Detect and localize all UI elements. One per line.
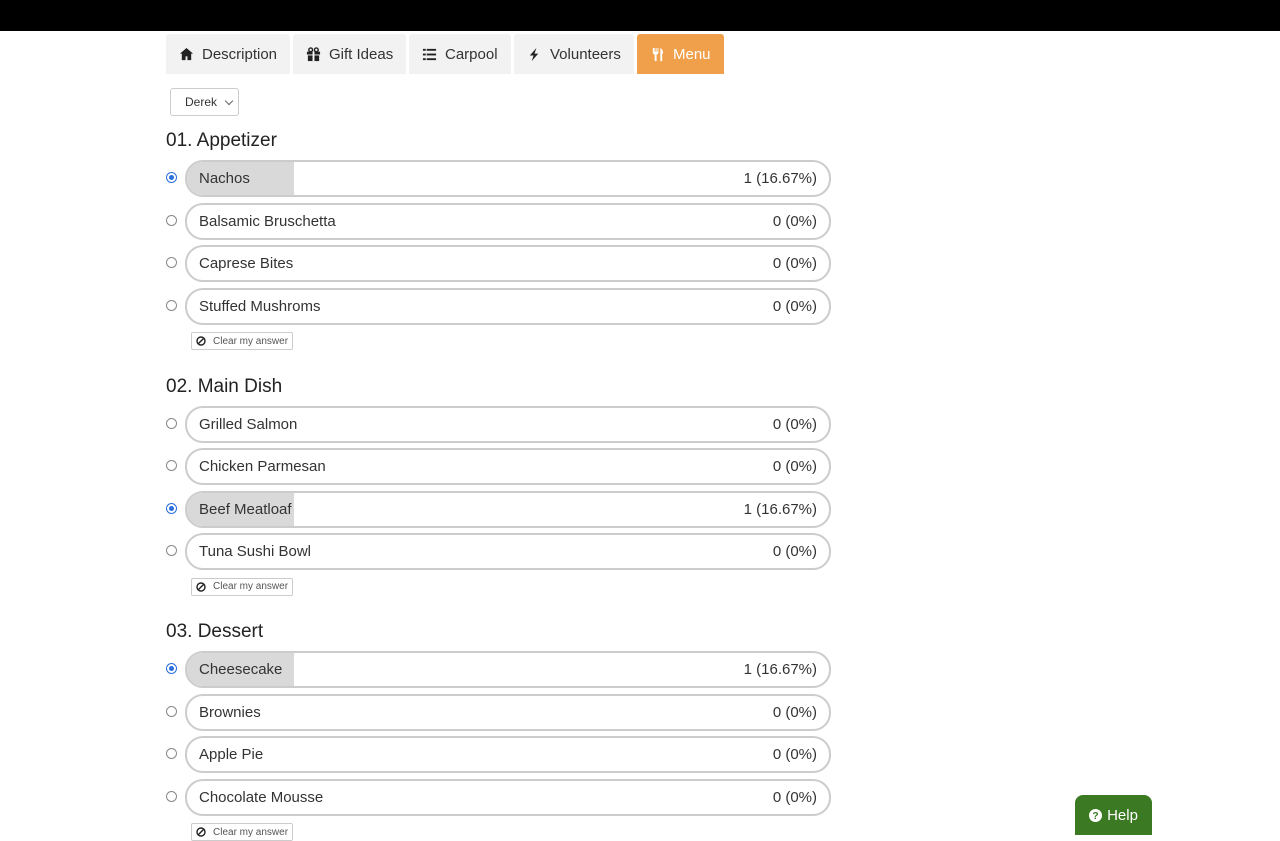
radio[interactable] [166, 172, 177, 183]
option-row[interactable]: Cheesecake 1 (16.67%) [185, 651, 831, 688]
option-row[interactable]: Brownies 0 (0%) [185, 693, 831, 731]
option-label: Apple Pie [199, 746, 264, 763]
option-label: Balsamic Bruschetta [199, 212, 336, 230]
radio[interactable] [166, 748, 177, 759]
option-row[interactable]: Caprese Bites 0 (0%) [185, 245, 831, 282]
tab-icon [422, 48, 437, 60]
clear-icon [196, 581, 206, 592]
radio[interactable] [166, 790, 177, 802]
clear-answer-button[interactable]: Clear my answer [191, 577, 293, 596]
option-label: Tuna Sushi Bowl [199, 543, 312, 560]
user-select[interactable]: Derek [170, 88, 239, 116]
clear-answer-button[interactable]: Clear my answer [191, 332, 293, 350]
option-label: Brownies [199, 703, 261, 721]
option-label: Grilled Salmon [199, 415, 298, 433]
section-title: 01. Appetizer [166, 130, 277, 151]
option-label: Chocolate Mousse [199, 788, 324, 806]
option-result: 0 (0%) [772, 415, 817, 433]
radio[interactable] [166, 705, 177, 717]
option-row[interactable]: Grilled Salmon 0 (0%) [185, 405, 831, 443]
clear-icon [196, 336, 206, 346]
clear-label: Clear my answer [213, 335, 289, 347]
tab-label: Volunteers [550, 45, 621, 63]
option-result: 0 (0%) [772, 297, 817, 315]
option-result: 1 (16.67%) [743, 500, 817, 518]
option-label: Beef Meatloaf [199, 500, 292, 518]
radio[interactable] [166, 299, 177, 311]
clear-icon [196, 827, 206, 837]
option-result: 0 (0%) [772, 212, 817, 230]
option-row[interactable]: Stuffed Mushroms 0 (0%) [185, 287, 831, 325]
option-row[interactable]: Beef Meatloaf 1 (16.67%) [185, 490, 831, 528]
section-title: 02. Main Dish [166, 375, 283, 397]
option-label: Stuffed Mushroms [199, 297, 321, 315]
radio[interactable] [166, 545, 177, 556]
top-bar [0, 0, 1280, 31]
tab-label: Gift Ideas [329, 45, 394, 63]
option-result: 0 (0%) [772, 255, 817, 272]
clear-answer-button[interactable]: Clear my answer [191, 823, 293, 841]
option-result: 0 (0%) [772, 543, 817, 560]
tab[interactable]: Description [166, 34, 291, 74]
tab[interactable]: Gift Ideas [293, 34, 407, 74]
tab-label: Carpool [445, 45, 498, 63]
tab[interactable]: Volunteers [514, 34, 634, 74]
result-fill [187, 653, 295, 686]
section-title: 03. Dessert [166, 621, 264, 642]
radio[interactable] [166, 663, 177, 674]
radio[interactable] [166, 417, 177, 429]
tab-label: Description [202, 45, 278, 63]
option-row[interactable]: Apple Pie 0 (0%) [185, 736, 831, 773]
tab-icon [652, 47, 664, 61]
help-icon: ? [1089, 808, 1103, 822]
option-result: 0 (0%) [772, 788, 817, 806]
tab-icon [306, 46, 321, 61]
option-result: 0 (0%) [772, 703, 817, 721]
tab[interactable]: Carpool [409, 34, 511, 74]
option-label: Caprese Bites [199, 255, 294, 272]
radio[interactable] [166, 257, 177, 268]
result-fill [187, 162, 295, 195]
radio[interactable] [166, 460, 177, 471]
option-row[interactable]: Chocolate Mousse 0 (0%) [185, 778, 831, 816]
tab[interactable]: Menu [637, 34, 724, 74]
option-label: Cheesecake [199, 661, 283, 678]
tab-label: Menu [673, 45, 711, 63]
clear-label: Clear my answer [213, 826, 289, 838]
option-result: 1 (16.67%) [743, 661, 817, 678]
option-result: 0 (0%) [772, 746, 817, 763]
tab-icon [529, 47, 539, 61]
radio[interactable] [166, 502, 177, 514]
option-label: Chicken Parmesan [199, 458, 326, 475]
clear-label: Clear my answer [213, 581, 289, 592]
svg-text:?: ? [1092, 811, 1098, 822]
help-label: Help [1107, 806, 1138, 824]
option-row[interactable]: Nachos 1 (16.67%) [185, 160, 831, 197]
option-row[interactable]: Tuna Sushi Bowl 0 (0%) [185, 533, 831, 570]
option-label: Nachos [199, 170, 250, 187]
help-button[interactable]: ? Help [1075, 795, 1152, 835]
option-result: 0 (0%) [772, 458, 817, 475]
radio[interactable] [166, 214, 177, 226]
result-fill [187, 492, 295, 526]
tab-icon [179, 47, 194, 60]
option-row[interactable]: Chicken Parmesan 0 (0%) [185, 448, 831, 485]
option-row[interactable]: Balsamic Bruschetta 0 (0%) [185, 202, 831, 240]
option-result: 1 (16.67%) [743, 170, 817, 187]
